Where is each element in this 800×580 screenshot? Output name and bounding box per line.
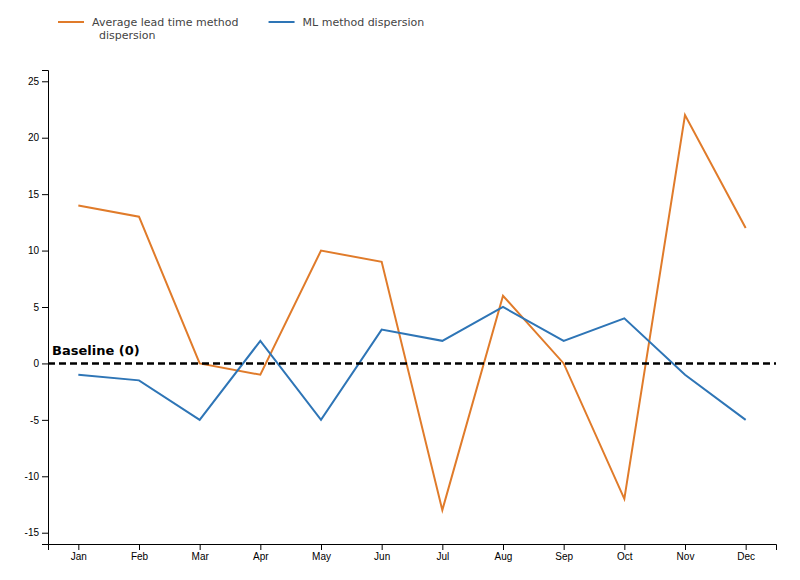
x-tick-mark: [321, 544, 322, 550]
x-tick-label: Sep: [555, 551, 573, 562]
y-tick: 15: [28, 189, 48, 200]
x-tick-label: Oct: [617, 551, 633, 562]
x-tick-label: Mar: [192, 551, 210, 562]
x-tick-mark: [503, 544, 504, 550]
x-tick-mark: [624, 544, 625, 550]
x-tick: Nov: [677, 544, 695, 562]
y-tick-label: -5: [30, 415, 39, 426]
y-tick-label: 25: [28, 76, 40, 87]
x-tick-label: Nov: [677, 551, 695, 562]
x-tick: Jun: [374, 544, 390, 562]
x-axis-line: [49, 545, 777, 551]
x-tick-mark: [746, 544, 747, 550]
y-tick: 0: [33, 358, 48, 369]
legend-label: Average lead time method dispersion: [92, 16, 239, 42]
x-tick-label: Jun: [374, 551, 390, 562]
y-tick-mark: [42, 138, 48, 139]
y-tick-label: 10: [28, 245, 40, 256]
x-tick-label: Apr: [253, 551, 269, 562]
baseline: [48, 362, 776, 365]
y-tick: 10: [28, 245, 48, 256]
legend: Average lead time method dispersion ML me…: [58, 16, 424, 42]
x-tick-mark: [564, 544, 565, 550]
x-tick-label: Jan: [71, 551, 87, 562]
x-tick: Jan: [71, 544, 87, 562]
x-tick-mark: [78, 544, 79, 550]
y-tick-mark: [42, 307, 48, 308]
x-tick: Sep: [555, 544, 573, 562]
y-tick-label: 0: [33, 358, 39, 369]
x-tick: Aug: [495, 544, 513, 562]
y-tick: -15: [25, 527, 48, 538]
y-axis: -15 -10 -5 0 5 10 15 20 25: [25, 71, 49, 545]
annotation: Baseline (0): [52, 343, 140, 358]
y-tick: 5: [33, 302, 48, 313]
x-tick: Feb: [131, 544, 149, 562]
x-tick: Mar: [192, 544, 210, 562]
x-tick: Dec: [737, 544, 755, 562]
x-tick: Oct: [617, 544, 633, 562]
y-tick-label: 20: [28, 132, 40, 143]
x-tick-mark: [260, 544, 261, 550]
y-tick: -10: [25, 471, 48, 482]
y-axis-line: [42, 71, 49, 545]
y-tick: 20: [28, 132, 48, 143]
y-tick-mark: [42, 476, 48, 477]
y-tick-label: 5: [33, 302, 39, 313]
x-tick: Jul: [436, 544, 449, 562]
x-tick: May: [312, 544, 331, 562]
x-tick-label: May: [312, 551, 331, 562]
series-line: [78, 115, 745, 510]
x-tick-label: Jul: [436, 551, 449, 562]
x-axis: Jan Feb Mar Apr May Jun Jul Aug Sep Oct Nov Dec: [49, 544, 777, 562]
x-tick-mark: [200, 544, 201, 550]
x-tick-mark: [442, 544, 443, 550]
y-tick-mark: [42, 533, 48, 534]
legend-item: Average lead time method dispersion: [58, 16, 239, 42]
x-tick-label: Feb: [131, 551, 149, 562]
y-tick-label: -10: [25, 471, 40, 482]
y-tick-mark: [42, 420, 48, 421]
x-tick-mark: [685, 544, 686, 550]
x-tick: Apr: [253, 544, 269, 562]
plot: -15 -10 -5 0 5 10 15 20 25 Jan Feb Mar Apr May Jun Jul A…: [25, 71, 777, 563]
y-tick-mark: [42, 363, 48, 364]
y-tick-label: 15: [28, 189, 40, 200]
x-tick-mark: [139, 544, 140, 550]
legend-label: ML method dispersion: [303, 16, 425, 29]
y-tick: 25: [28, 76, 48, 87]
y-tick-mark: [42, 194, 48, 195]
x-tick-label: Aug: [495, 551, 513, 562]
marks: [48, 115, 776, 510]
y-tick-mark: [42, 81, 48, 82]
legend-item: ML method dispersion: [269, 16, 425, 29]
x-tick-label: Dec: [737, 551, 755, 562]
legend-swatch: [269, 21, 295, 23]
chart: -15 -10 -5 0 5 10 15 20 25 Jan Feb Mar Apr May Jun Jul A…: [0, 0, 800, 580]
x-tick-mark: [382, 544, 383, 550]
y-tick: -5: [30, 415, 48, 426]
y-tick-mark: [42, 251, 48, 252]
y-tick-label: -15: [25, 527, 40, 538]
legend-swatch: [58, 21, 84, 23]
